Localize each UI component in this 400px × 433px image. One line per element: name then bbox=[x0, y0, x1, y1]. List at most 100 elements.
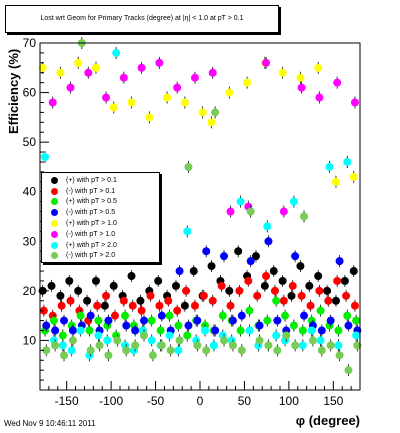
data-point bbox=[211, 108, 220, 117]
y-tick-label: 40 bbox=[23, 185, 37, 199]
data-point bbox=[352, 316, 361, 325]
data-point bbox=[51, 326, 60, 335]
data-point bbox=[255, 321, 264, 330]
data-point bbox=[119, 296, 128, 305]
data-point bbox=[56, 291, 65, 300]
data-point bbox=[91, 63, 100, 72]
data-point bbox=[137, 306, 146, 315]
data-point bbox=[269, 267, 278, 276]
data-point bbox=[199, 291, 208, 300]
data-point bbox=[65, 276, 74, 285]
data-point bbox=[85, 326, 94, 335]
legend-label: (-) with pT > 0.5 bbox=[66, 209, 116, 217]
data-point bbox=[100, 301, 109, 310]
timestamp: Wed Nov 9 10:46:11 2011 bbox=[4, 419, 96, 428]
data-point bbox=[333, 276, 342, 285]
data-point bbox=[251, 252, 260, 261]
data-point bbox=[84, 68, 93, 77]
series-6 bbox=[48, 56, 359, 218]
data-point bbox=[60, 351, 69, 360]
data-point bbox=[112, 48, 121, 57]
data-point bbox=[113, 336, 122, 345]
legend-marker bbox=[51, 230, 58, 238]
data-point bbox=[131, 326, 140, 335]
data-point bbox=[202, 247, 211, 256]
data-point bbox=[217, 281, 226, 290]
data-point bbox=[324, 296, 333, 305]
data-point bbox=[235, 286, 244, 295]
x-tick-label: 50 bbox=[238, 394, 252, 408]
data-point bbox=[189, 267, 198, 276]
data-point bbox=[190, 301, 199, 310]
data-point bbox=[307, 326, 316, 335]
x-tick-label: -150 bbox=[55, 394, 79, 408]
legend: (+) with pT > 0.1 (-) with pT > 0.1 (+) wi… bbox=[41, 172, 160, 263]
data-point bbox=[156, 326, 165, 335]
data-point bbox=[273, 316, 282, 325]
data-point bbox=[260, 281, 269, 290]
data-point bbox=[184, 321, 193, 330]
data-point bbox=[104, 351, 113, 360]
data-point bbox=[342, 291, 351, 300]
data-point bbox=[91, 276, 100, 285]
data-point bbox=[86, 311, 95, 320]
data-point bbox=[190, 73, 199, 82]
data-point bbox=[42, 321, 51, 330]
legend-marker bbox=[51, 209, 58, 217]
data-point bbox=[42, 346, 51, 355]
x-axis-label: φ (degree) bbox=[295, 413, 360, 428]
data-point bbox=[244, 276, 253, 285]
data-point bbox=[164, 296, 173, 305]
series-2 bbox=[39, 269, 359, 327]
data-point bbox=[127, 98, 136, 107]
legend-entry: (+) with pT > 2.0 bbox=[42, 240, 159, 251]
data-point bbox=[163, 93, 172, 102]
data-point bbox=[335, 257, 344, 266]
data-point bbox=[279, 207, 288, 216]
data-point bbox=[174, 321, 183, 330]
data-point bbox=[220, 252, 229, 261]
data-point bbox=[343, 157, 352, 166]
data-point bbox=[264, 341, 273, 350]
data-point bbox=[137, 63, 146, 72]
data-point bbox=[326, 316, 335, 325]
data-point bbox=[76, 326, 85, 335]
data-point bbox=[109, 281, 118, 290]
data-point bbox=[173, 306, 182, 315]
data-point bbox=[237, 311, 246, 320]
y-tick-label: 30 bbox=[23, 234, 37, 248]
data-point bbox=[298, 326, 307, 335]
y-axis-label: Efficiency (%) bbox=[6, 48, 21, 134]
data-point bbox=[317, 326, 326, 335]
data-point bbox=[136, 296, 145, 305]
data-point bbox=[343, 311, 352, 320]
data-point bbox=[184, 162, 193, 171]
data-point bbox=[234, 247, 243, 256]
data-point bbox=[157, 341, 166, 350]
y-tick-label: 10 bbox=[23, 333, 37, 347]
data-point bbox=[236, 197, 245, 206]
data-point bbox=[335, 351, 344, 360]
data-point bbox=[148, 351, 157, 360]
data-point bbox=[193, 341, 202, 350]
x-tick-label: -50 bbox=[147, 394, 165, 408]
data-point bbox=[350, 98, 359, 107]
data-point bbox=[95, 341, 104, 350]
data-point bbox=[202, 346, 211, 355]
data-point bbox=[60, 316, 69, 325]
data-point bbox=[68, 326, 77, 335]
data-point bbox=[263, 222, 272, 231]
data-point bbox=[49, 316, 58, 325]
data-point bbox=[316, 306, 325, 315]
legend-label: (+) with pT > 0.5 bbox=[66, 198, 117, 206]
data-point bbox=[237, 346, 246, 355]
data-point bbox=[323, 286, 332, 295]
data-point bbox=[165, 331, 174, 340]
data-point bbox=[175, 267, 184, 276]
data-point bbox=[220, 336, 229, 345]
data-point bbox=[225, 286, 234, 295]
series-3 bbox=[41, 294, 361, 342]
data-point bbox=[201, 326, 210, 335]
data-point bbox=[305, 281, 314, 290]
